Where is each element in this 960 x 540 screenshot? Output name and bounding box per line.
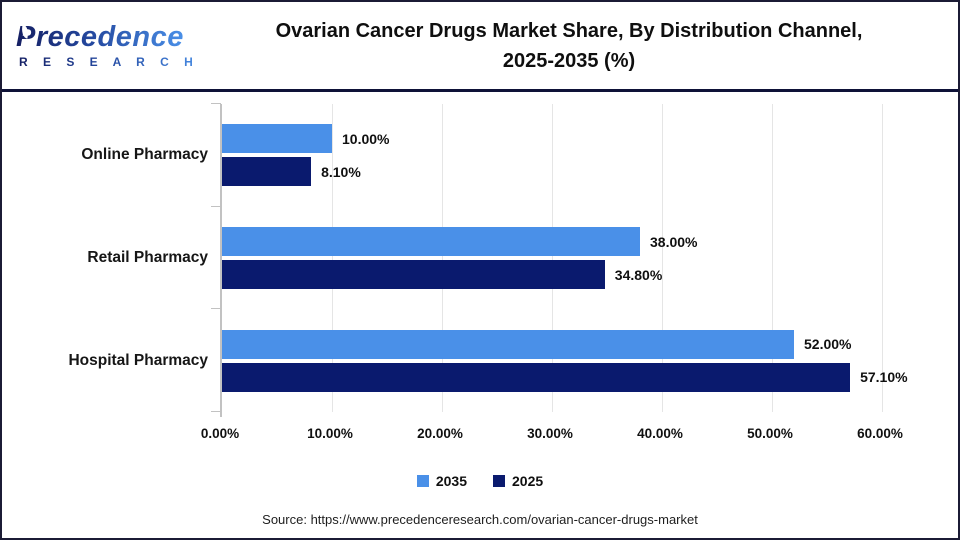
x-axis-label: 20.00% xyxy=(417,426,463,441)
legend-swatch xyxy=(416,475,429,487)
axis-tick xyxy=(211,308,221,310)
bar-value-label: 8.10% xyxy=(321,163,361,180)
legend-label: 2025 xyxy=(512,473,544,489)
grid-line xyxy=(882,104,883,412)
bar-line-2025: 57.10% xyxy=(222,362,908,392)
bar-2035 xyxy=(222,124,332,154)
bar-line-2035: 10.00% xyxy=(222,124,882,154)
bar-value-label: 52.00% xyxy=(804,336,852,353)
x-axis-label: 40.00% xyxy=(637,426,683,441)
bar-value-label: 38.00% xyxy=(650,233,698,250)
axis-tick xyxy=(211,411,221,412)
legend-item-2025: 2025 xyxy=(493,473,543,489)
category-label: Hospital Pharmacy xyxy=(68,351,208,369)
bar-value-label: 10.00% xyxy=(342,130,390,147)
x-axis-label: 50.00% xyxy=(747,426,793,441)
grid-line xyxy=(442,104,443,412)
x-axis-label: 10.00% xyxy=(307,426,353,441)
grid-line xyxy=(772,104,773,412)
bar-2025 xyxy=(222,260,605,289)
bar-line-2025: 34.80% xyxy=(222,260,882,289)
legend-item-2035: 2035 xyxy=(416,473,467,489)
axis-tick xyxy=(211,205,221,207)
chart-title-line1: Ovarian Cancer Drugs Market Share, By Di… xyxy=(275,19,863,42)
bar-value-label: 34.80% xyxy=(614,266,663,283)
value-axis-labels: 0.00% 10.00% 20.00% 30.00% 40.00% 50.00% 60.00… xyxy=(175,426,927,444)
category-label: Online Pharmacy xyxy=(81,146,208,164)
x-axis-label: 60.00% xyxy=(857,426,903,441)
chart-title-line2: 2025-2035 (%) xyxy=(502,49,636,72)
category-label: Retail Pharmacy xyxy=(87,249,208,266)
bar-row: 10.00% 8.10% xyxy=(222,104,882,207)
chart-title: Ovarian Cancer Drugs Market Share, By Di… xyxy=(208,16,958,76)
x-axis-label: 0.00% xyxy=(200,426,240,441)
bar-line-2035: 52.00% xyxy=(222,329,882,359)
bar-row: 38.00% 34.80% xyxy=(222,207,882,310)
category-axis-labels: Online Pharmacy Retail Pharmacy Hospital P… xyxy=(2,104,208,412)
bar-rows: 10.00% 8.10% 38.00% 34.80% 52.00% 57.10% xyxy=(222,104,908,412)
bar-2035 xyxy=(222,227,640,256)
x-axis-label: 30.00% xyxy=(527,426,573,441)
legend-swatch xyxy=(493,475,505,487)
bar-row: 52.00% 57.10% xyxy=(222,309,908,412)
grid-line xyxy=(332,104,333,412)
grid-line xyxy=(552,104,553,412)
source-text: Source: https://www.precedenceresearch.c… xyxy=(262,512,698,527)
bar-line-2025: 8.10% xyxy=(222,157,882,187)
bar-2025 xyxy=(222,362,851,392)
brand-logo: Precedence R E S E A R C H xyxy=(16,22,208,69)
grid-line xyxy=(662,104,663,412)
logo-wordmark: Precedence xyxy=(16,22,184,52)
header: Precedence R E S E A R C H Ovarian Cance… xyxy=(2,2,958,92)
logo-subtext: R E S E A R C H xyxy=(16,55,208,69)
bar-line-2035: 38.00% xyxy=(222,227,882,256)
plot-area: 10.00% 8.10% 38.00% 34.80% 52.00% 57.10% xyxy=(211,103,908,417)
logo-text: Precedence xyxy=(16,21,184,54)
bar-2035 xyxy=(222,329,794,359)
axis-tick xyxy=(211,103,221,104)
bar-2025 xyxy=(222,157,312,187)
legend-label: 2035 xyxy=(435,473,467,489)
legend: 2035 2025 xyxy=(2,473,958,489)
bar-value-label: 57.10% xyxy=(860,369,908,386)
